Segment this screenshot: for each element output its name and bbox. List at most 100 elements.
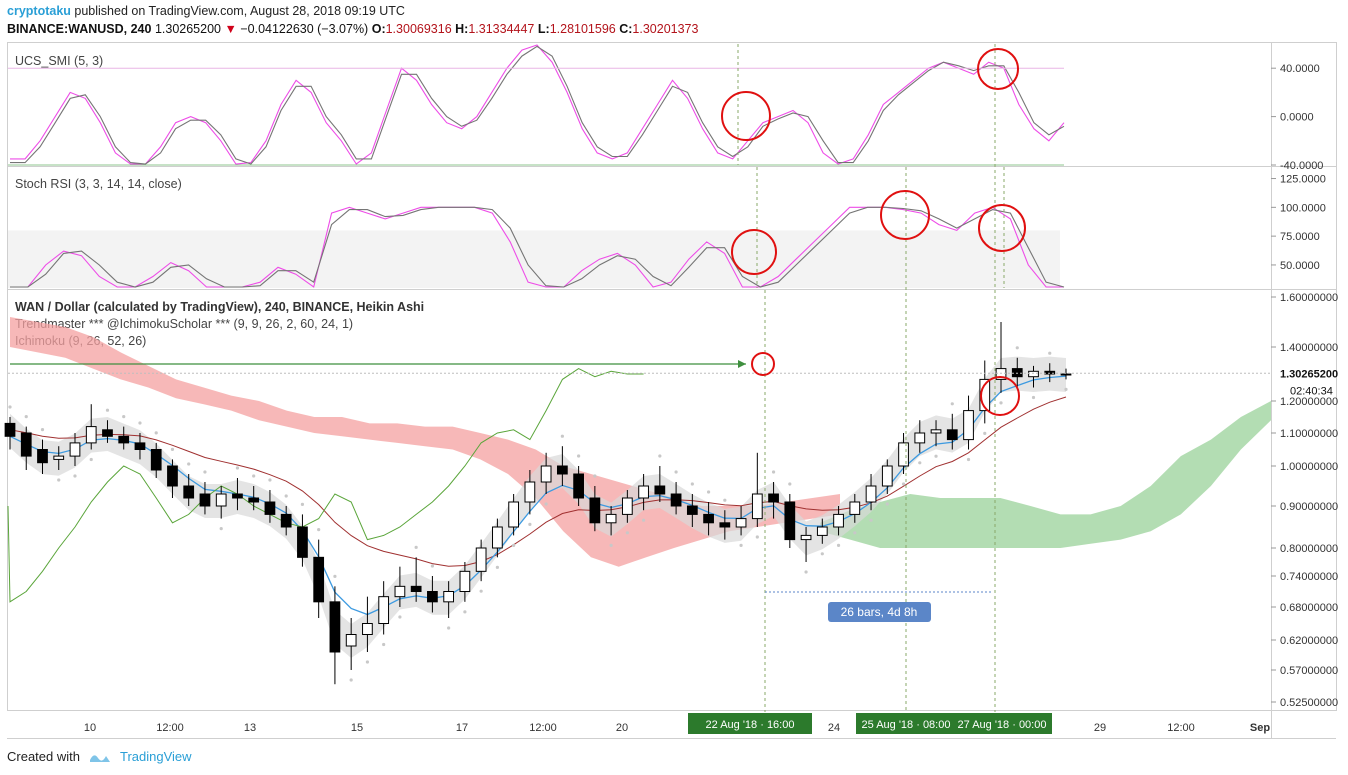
y-tick-label: 40.0000 [1280, 63, 1320, 75]
price-change: −0.04122630 (−3.07%) [240, 22, 369, 36]
candle [443, 581, 455, 630]
candle-body [150, 449, 162, 471]
candle-body [703, 513, 714, 524]
sar-dot [983, 431, 987, 435]
price-tick-label: 0.52500000 [1280, 697, 1338, 709]
sar-dot [723, 498, 727, 502]
sar-dot [138, 421, 142, 425]
sar-dot [706, 490, 711, 494]
candle [800, 527, 812, 574]
y-tick-label: -40.0000 [1280, 160, 1323, 172]
candle [524, 470, 536, 527]
candle [751, 452, 763, 539]
candle [881, 459, 893, 506]
y-tick-label: 0.0000 [1280, 112, 1314, 124]
candle-body [930, 429, 942, 434]
candle [378, 581, 390, 647]
candle-body [329, 601, 341, 653]
price-tick-label: 1.00000000 [1280, 461, 1338, 473]
candle-body [280, 513, 292, 528]
candle [394, 566, 406, 619]
price-tick-label: 0.80000000 [1280, 543, 1338, 555]
overbought-band [8, 230, 1060, 288]
candle-body [751, 493, 763, 520]
series-line-1 [10, 45, 1065, 165]
date-label-3: 27 Aug '18 · 00:00 [958, 719, 1047, 731]
sar-dot [918, 461, 922, 465]
candle-body [719, 522, 731, 528]
candle-body [20, 432, 32, 457]
candle [410, 545, 422, 602]
candle-body [167, 465, 178, 487]
author-link[interactable]: cryptotaku [7, 4, 71, 18]
low-value: 1.28101596 [549, 22, 616, 36]
published-text: published on TradingView.com, August 28,… [74, 4, 405, 18]
candle-body [849, 501, 861, 515]
candle-body [784, 501, 796, 541]
price-tick-label: 1.10000000 [1280, 428, 1338, 440]
sar-dot [235, 466, 240, 470]
candle-body [492, 526, 503, 549]
sar-dot [609, 543, 613, 548]
candle-body [946, 429, 958, 441]
symbol-name: BINANCE:WANUSD, 240 [7, 22, 152, 36]
candle [865, 474, 877, 522]
candle-body [118, 435, 130, 444]
symbol-info: BINANCE:WANUSD, 240 1.30265200 ▼ −0.0412… [7, 22, 698, 36]
sar-dot [24, 415, 28, 419]
candle-body [69, 442, 81, 457]
sar-dot [853, 531, 857, 535]
candle-body [621, 497, 633, 515]
candle [167, 447, 178, 498]
close-value: 1.30201373 [632, 22, 699, 36]
x-tick-label: 15 [351, 722, 363, 734]
x-tick-label: 13 [244, 722, 256, 734]
candle-body [427, 591, 438, 603]
y-tick-label: 50.0000 [1280, 260, 1320, 272]
candle-body [410, 585, 422, 592]
price-tick-label: 0.57000000 [1280, 665, 1338, 677]
sar-dot [934, 454, 938, 458]
candle [329, 574, 341, 685]
candle [264, 478, 276, 523]
main-pane-title: WAN / Dollar (calculated by TradingView)… [15, 300, 424, 314]
candle [979, 360, 991, 435]
highlight-circle [731, 229, 777, 275]
candle-body [378, 596, 390, 625]
sar-dot [869, 518, 873, 522]
candle [1060, 368, 1072, 391]
candle [4, 405, 16, 450]
candle-body [881, 465, 893, 487]
candle-body [540, 465, 552, 483]
y-tick-label: 75.0000 [1280, 231, 1320, 243]
candle [995, 322, 1007, 405]
date-label-box-1 [688, 713, 812, 734]
candle [621, 490, 633, 535]
sar-dot [365, 660, 370, 664]
open-label: O: [371, 22, 386, 36]
candle-body [735, 518, 747, 528]
candle-body [362, 623, 373, 635]
candle [150, 431, 162, 478]
trendmaster-legend: Trendmaster *** @IchimokuScholar *** (9,… [15, 317, 353, 331]
candle [914, 420, 926, 465]
sar-dot [560, 434, 564, 438]
candle [102, 408, 113, 443]
sar-dot [219, 527, 223, 531]
candle [183, 462, 195, 506]
y-tick-label: 125.0000 [1280, 174, 1326, 186]
candle-body [800, 534, 812, 541]
candle-body [524, 481, 536, 503]
axes: 10 12:00 13 15 17 12:00 20 24 29 12:00 Sep [84, 722, 1270, 734]
candle-body [670, 493, 682, 507]
price-tick-label: 0.68000000 [1280, 602, 1338, 614]
candle-body [638, 485, 649, 499]
candle-body [475, 547, 487, 572]
candle-body [102, 429, 113, 437]
tradingview-brand-link[interactable]: TradingView [119, 749, 192, 764]
candle [946, 402, 958, 450]
candle-body [816, 526, 828, 536]
candle [670, 470, 682, 515]
sar-dot [577, 454, 581, 458]
